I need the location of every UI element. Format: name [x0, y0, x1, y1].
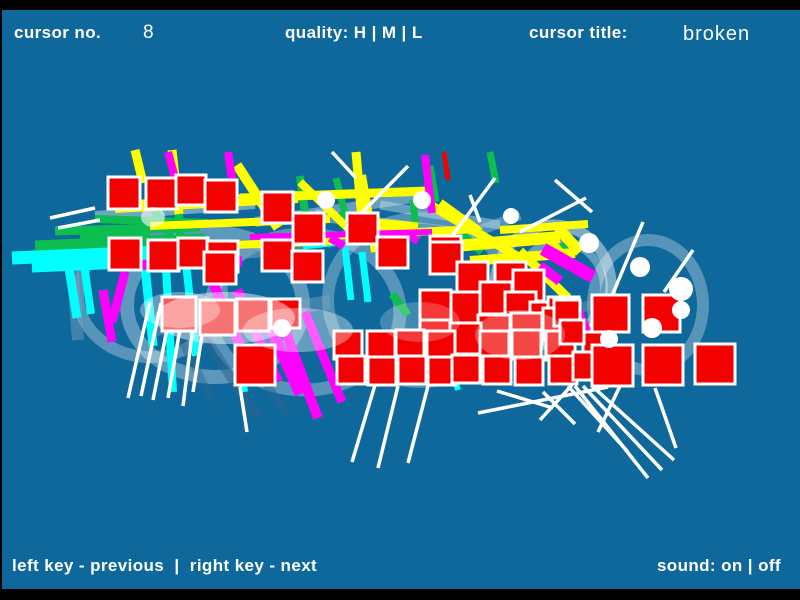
quality-selector[interactable]: quality: H | M | L	[285, 23, 423, 42]
keyboard-help-text: left key - previous | right key - next	[12, 556, 318, 575]
cursor-title-label: cursor title:	[529, 23, 628, 42]
cursor-number-label: cursor no.	[14, 23, 102, 42]
cursor-number-value: 8	[143, 22, 155, 43]
cursor-title-value: broken	[683, 23, 751, 45]
sound-toggle[interactable]: sound: on | off	[656, 556, 781, 575]
